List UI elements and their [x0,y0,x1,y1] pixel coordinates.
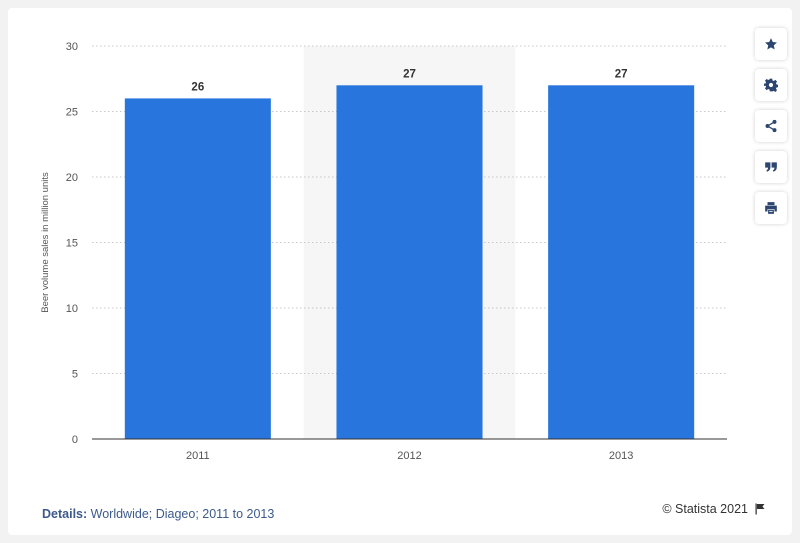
y-tick-label: 25 [66,107,78,119]
chart-card: 0 5 10 15 20 25 30 26 2011 27 2012 27 2013 Beer volum… [8,8,792,535]
chart-toolbar [755,28,787,224]
x-tick-label: 2011 [186,450,210,462]
x-tick-label: 2013 [609,450,633,462]
share-icon [765,119,777,133]
credit-text: © Statista 2021 [662,502,748,516]
y-tick-label: 20 [66,172,78,184]
x-tick-label: 2012 [397,450,421,462]
star-icon [765,38,777,50]
print-button[interactable] [755,192,787,224]
share-button[interactable] [755,110,787,142]
data-label: 27 [403,68,416,80]
gear-icon [764,78,778,92]
cite-button[interactable] [755,151,787,183]
settings-button[interactable] [755,69,787,101]
bar-2012[interactable] [336,85,483,440]
data-label: 27 [615,68,628,80]
y-tick-label: 15 [66,238,78,250]
bar-chart: 0 5 10 15 20 25 30 26 2011 27 2012 27 2013 Beer volum… [40,41,727,462]
y-tick-label: 30 [66,41,78,53]
y-tick-label: 0 [72,434,78,446]
source-credit[interactable]: © Statista 2021 [662,502,766,516]
data-label: 26 [191,81,204,93]
details-label: Details: [42,507,88,521]
details-text: Worldwide; Diageo; 2011 to 2013 [90,507,275,521]
y-tick-label: 10 [66,303,78,315]
printer-icon [765,202,777,214]
bar-2013[interactable] [548,85,695,440]
bar-2011[interactable] [124,98,271,440]
favorite-button[interactable] [755,28,787,60]
quote-icon [765,162,777,172]
y-axis-label: Beer volume sales in million units [40,172,51,313]
y-tick-label: 5 [72,369,78,381]
details-note: Details: Worldwide; Diageo; 2011 to 2013 [42,507,274,521]
flag-icon [755,503,765,515]
